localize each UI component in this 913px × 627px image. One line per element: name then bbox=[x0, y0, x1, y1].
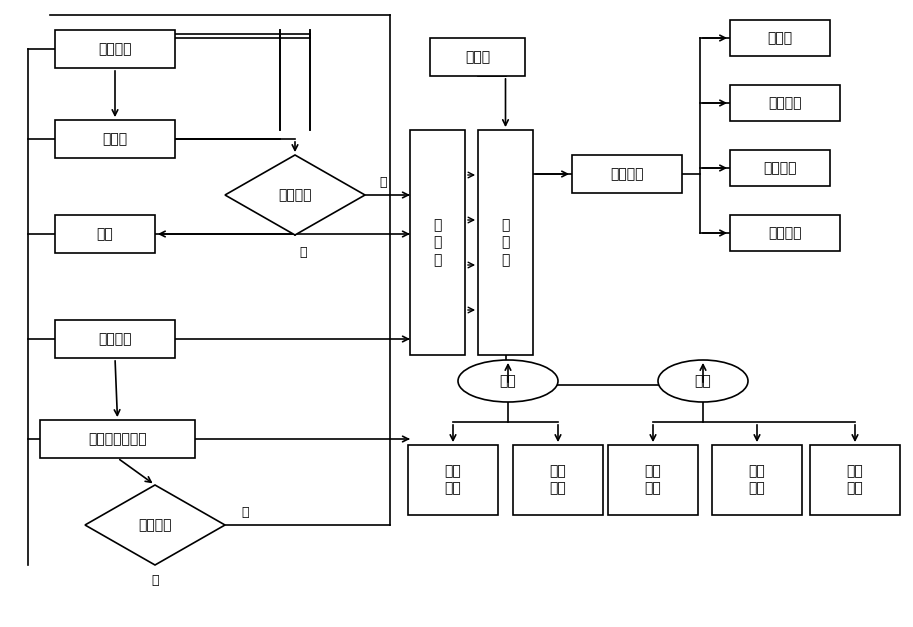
Text: 能耗曲线: 能耗曲线 bbox=[768, 226, 802, 240]
Text: 报警
提示: 报警 提示 bbox=[550, 465, 566, 496]
Text: 补水系统: 补水系统 bbox=[99, 42, 131, 56]
Polygon shape bbox=[85, 485, 225, 565]
Text: 工
控
机: 工 控 机 bbox=[501, 218, 509, 267]
Text: 足: 足 bbox=[299, 246, 307, 260]
Bar bbox=[810, 445, 900, 515]
Text: 障碍
分析: 障碍 分析 bbox=[445, 465, 461, 496]
Text: 足: 足 bbox=[152, 574, 159, 586]
Bar bbox=[55, 320, 175, 358]
Bar bbox=[712, 445, 802, 515]
Text: 水量判定: 水量判定 bbox=[138, 518, 172, 532]
Bar bbox=[608, 445, 698, 515]
Text: 凝结水回收系统: 凝结水回收系统 bbox=[89, 432, 147, 446]
Text: 主控图: 主控图 bbox=[768, 31, 792, 45]
Bar bbox=[410, 130, 465, 355]
Ellipse shape bbox=[458, 360, 558, 402]
Bar bbox=[408, 445, 498, 515]
Bar bbox=[478, 130, 533, 355]
Text: 异常: 异常 bbox=[499, 374, 517, 388]
Bar bbox=[730, 215, 840, 251]
Bar bbox=[40, 420, 195, 458]
Text: 水量判定: 水量判定 bbox=[278, 188, 311, 202]
Text: 月报
年报: 月报 年报 bbox=[846, 465, 864, 496]
Text: 用汽系统: 用汽系统 bbox=[99, 332, 131, 346]
Text: 可
编
程: 可 编 程 bbox=[434, 218, 442, 267]
Bar bbox=[730, 85, 840, 121]
Text: 否: 否 bbox=[241, 507, 248, 520]
Text: 能耗监控: 能耗监控 bbox=[768, 96, 802, 110]
Bar bbox=[513, 445, 603, 515]
Text: 打印日报: 打印日报 bbox=[763, 161, 797, 175]
Bar bbox=[730, 150, 830, 186]
Text: 否: 否 bbox=[379, 176, 387, 189]
Text: 正常管理: 正常管理 bbox=[610, 167, 644, 181]
Bar bbox=[572, 155, 682, 193]
Ellipse shape bbox=[658, 360, 748, 402]
Text: 除氧器: 除氧器 bbox=[102, 132, 128, 146]
Text: 历史: 历史 bbox=[695, 374, 711, 388]
Bar bbox=[55, 120, 175, 158]
Bar bbox=[55, 215, 155, 253]
Text: 锅炉: 锅炉 bbox=[97, 227, 113, 241]
Bar bbox=[730, 20, 830, 56]
Text: 内部
联网: 内部 联网 bbox=[645, 465, 661, 496]
Text: 能耗
趋势: 能耗 趋势 bbox=[749, 465, 765, 496]
Bar bbox=[55, 30, 175, 68]
Bar bbox=[430, 38, 525, 76]
Text: 打印机: 打印机 bbox=[465, 50, 490, 64]
Polygon shape bbox=[225, 155, 365, 235]
